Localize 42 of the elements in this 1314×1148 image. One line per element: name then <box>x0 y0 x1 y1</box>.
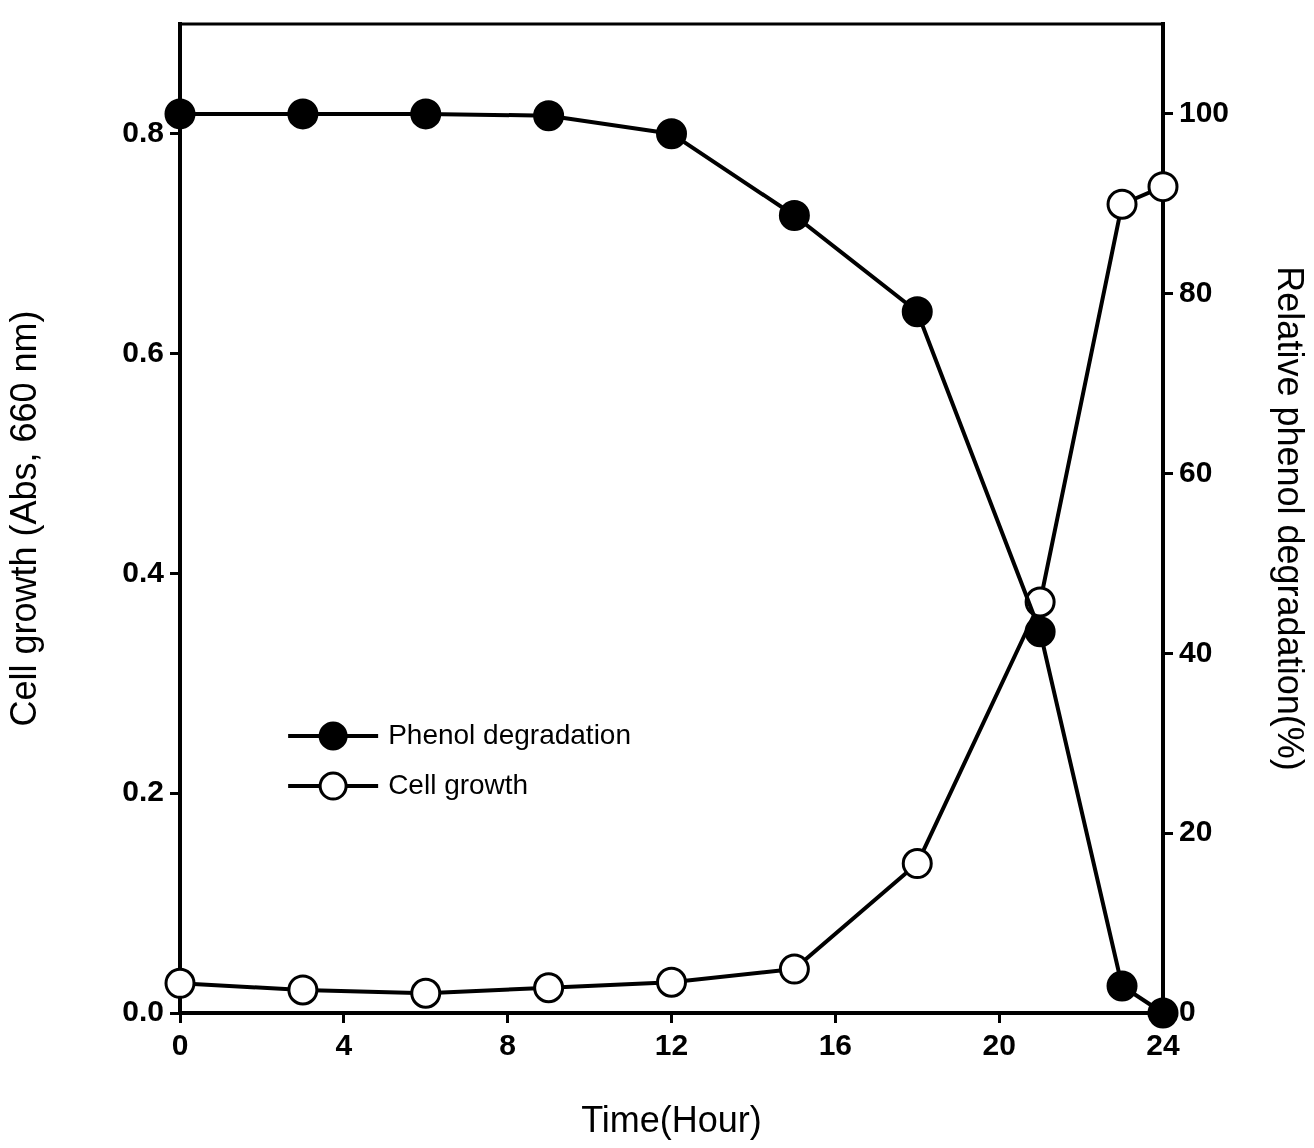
point <box>901 848 933 880</box>
x-tick-label: 24 <box>1146 1028 1180 1062</box>
y-tick-label: 0.2 <box>122 774 164 808</box>
point <box>778 200 810 232</box>
x-tick-label: 12 <box>654 1028 689 1062</box>
point <box>410 98 442 130</box>
y-axis-title: Cell growth (Abs, 660 nm) <box>2 310 44 727</box>
y2-tick-label: 0 <box>1179 994 1196 1028</box>
point <box>164 967 196 999</box>
y-tick-label: 0.6 <box>122 334 164 368</box>
point <box>901 296 933 328</box>
x-tick-label: 4 <box>335 1028 353 1062</box>
y2-tick-label: 80 <box>1179 274 1213 308</box>
point <box>164 98 196 130</box>
x-tick-label: 0 <box>171 1028 189 1062</box>
point <box>287 98 319 130</box>
y-tick-label: 0.4 <box>122 554 165 588</box>
x-tick-label: 16 <box>818 1028 853 1062</box>
point <box>1106 970 1138 1002</box>
x-axis-title: Time(Hour) <box>581 1099 762 1141</box>
point <box>533 972 565 1004</box>
y2-tick-label: 60 <box>1179 454 1213 488</box>
point <box>1147 997 1179 1029</box>
point <box>287 974 319 1006</box>
legend-label: Phenol degradation <box>388 718 632 750</box>
point <box>1024 616 1056 648</box>
point <box>656 118 687 150</box>
y2-tick-label: 20 <box>1179 814 1213 848</box>
point <box>656 966 687 998</box>
y-tick-label: 0.8 <box>122 115 164 149</box>
x-tick-label: 8 <box>499 1028 517 1062</box>
x-tick-label: 20 <box>982 1028 1016 1062</box>
point <box>1106 188 1138 220</box>
point <box>778 953 810 985</box>
y2-axis-title: Relative phenol degradation(%) <box>1270 266 1312 771</box>
point <box>410 977 442 1009</box>
y-tick-label: 0.0 <box>122 994 164 1028</box>
point <box>1147 171 1179 203</box>
legend-label: Cell growth <box>388 768 529 800</box>
point <box>533 100 565 132</box>
y2-tick-label: 40 <box>1179 634 1213 668</box>
y2-tick-label: 100 <box>1179 95 1230 129</box>
